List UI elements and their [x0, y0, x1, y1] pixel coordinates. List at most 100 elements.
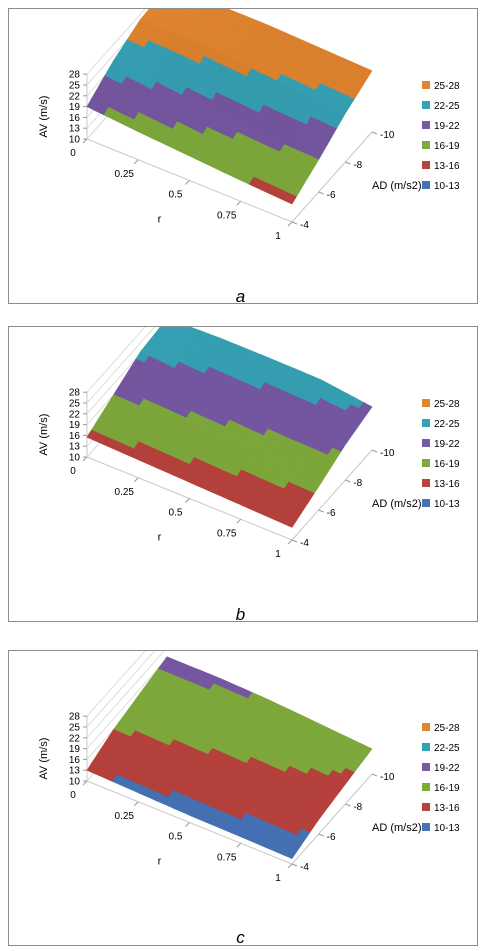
x-tick-label: 0 — [70, 790, 76, 801]
legend-swatch — [422, 763, 430, 771]
legend-label: 10-13 — [434, 181, 460, 192]
x-tick-label: 0 — [70, 148, 76, 159]
chart-caption-b: b — [235, 605, 246, 624]
z-gridline — [86, 658, 168, 749]
z-tick-label: 25 — [69, 723, 81, 734]
x-tick-mark — [133, 801, 139, 807]
y-axis-label: AD (m/s2) — [372, 180, 422, 192]
x-tick-mark — [82, 456, 88, 462]
x-tick-mark — [236, 518, 242, 524]
legend-swatch — [422, 121, 430, 129]
y-tick-label: -8 — [353, 802, 362, 813]
legend-label: 10-13 — [434, 823, 460, 834]
x-axis-label: r — [158, 214, 162, 226]
z-tick-label: 28 — [69, 70, 81, 81]
x-tick-label: 0.25 — [115, 487, 135, 498]
y-tick-mark — [371, 773, 378, 777]
z-tick-label: 22 — [69, 91, 81, 102]
y-tick-mark — [318, 191, 324, 195]
x-tick-mark — [185, 822, 190, 827]
z-axis-label: AV (m/s) — [38, 414, 50, 456]
z-tick-label: 16 — [69, 431, 81, 442]
legend: 25-28 22-25 19-22 16-19 13-16 10-13 — [422, 723, 460, 834]
y-tick-mark — [291, 863, 298, 867]
z-tick-label: 22 — [69, 733, 81, 744]
x-tick-label: 0.25 — [115, 811, 135, 822]
x-tick-label: 1 — [275, 549, 281, 560]
y-axis-line — [291, 131, 373, 223]
z-tick-label: 16 — [69, 113, 81, 124]
legend-label: 13-16 — [434, 161, 460, 172]
z-tick-label: 10 — [69, 453, 81, 464]
x-tick-label: 0.75 — [217, 528, 237, 539]
z-tick-label: 28 — [69, 712, 81, 723]
y-tick-mark — [371, 131, 378, 135]
legend: 25-28 22-25 19-22 16-19 13-16 10-13 — [422, 399, 460, 510]
z-tick-label: 16 — [69, 755, 81, 766]
chart-panel-a: 10 13 16 19 22 25 28 0 0.25 0.5 0.75 1 -4 -6 -8 -10 AV (… — [8, 8, 478, 304]
legend-swatch — [422, 479, 430, 487]
legend-swatch — [422, 803, 430, 811]
legend-label: 25-28 — [434, 723, 460, 734]
legend-label: 13-16 — [434, 479, 460, 490]
chart-panel-c: 10 13 16 19 22 25 28 0 0.25 0.5 0.75 1 -4 -6 -8 -10 AV (… — [8, 650, 478, 946]
x-tick-label: 1 — [275, 231, 281, 242]
y-tick-label: -6 — [327, 832, 336, 843]
y-axis-label: AD (m/s2) — [372, 822, 422, 834]
legend-swatch — [422, 419, 430, 427]
surface — [86, 327, 373, 528]
x-tick-mark — [287, 221, 293, 227]
x-tick-label: 0.75 — [217, 852, 237, 863]
legend-swatch — [422, 181, 430, 189]
legend-swatch — [422, 141, 430, 149]
legend-label: 16-19 — [434, 141, 460, 152]
y-tick-label: -10 — [380, 772, 395, 783]
z-tick-label: 25 — [69, 81, 81, 92]
y-tick-label: -8 — [353, 478, 362, 489]
legend-label: 22-25 — [434, 101, 460, 112]
legend-label: 13-16 — [434, 803, 460, 814]
x-tick-mark — [287, 539, 293, 545]
legend-swatch — [422, 783, 430, 791]
legend-swatch — [422, 439, 430, 447]
y-tick-mark — [371, 449, 378, 453]
legend-swatch — [422, 161, 430, 169]
x-tick-label: 1 — [275, 873, 281, 884]
legend-swatch — [422, 101, 430, 109]
z-gridline — [86, 327, 146, 393]
legend: 25-28 22-25 19-22 16-19 13-16 10-13 — [422, 81, 460, 192]
y-tick-mark — [318, 833, 324, 837]
legend-swatch — [422, 499, 430, 507]
legend-label: 22-25 — [434, 419, 460, 430]
z-gridline — [86, 651, 146, 717]
x-tick-label: 0.25 — [115, 169, 135, 180]
x-tick-label: 0.75 — [217, 210, 237, 221]
z-gridline — [86, 651, 165, 739]
legend-swatch — [422, 743, 430, 751]
legend-label: 25-28 — [434, 81, 460, 92]
z-gridline — [86, 651, 156, 728]
y-tick-mark — [291, 539, 298, 543]
y-axis-line — [291, 773, 373, 865]
chart-caption-c: c — [236, 928, 245, 947]
legend-label: 16-19 — [434, 783, 460, 794]
y-tick-label: -4 — [300, 862, 309, 873]
z-axis-label: AV (m/s) — [38, 738, 50, 780]
x-axis-label: r — [158, 532, 162, 544]
x-axis-label: r — [158, 856, 162, 868]
x-tick-label: 0.5 — [169, 508, 183, 519]
z-tick-label: 19 — [69, 420, 81, 431]
z-tick-label: 10 — [69, 135, 81, 146]
x-tick-mark — [133, 159, 139, 165]
y-axis-line — [291, 449, 373, 541]
x-tick-mark — [236, 842, 242, 848]
y-tick-label: -6 — [327, 190, 336, 201]
y-tick-mark — [345, 161, 351, 165]
surface — [86, 656, 373, 859]
surface-facet — [283, 516, 297, 528]
y-tick-label: -4 — [300, 220, 309, 231]
surface-facet — [283, 848, 297, 859]
